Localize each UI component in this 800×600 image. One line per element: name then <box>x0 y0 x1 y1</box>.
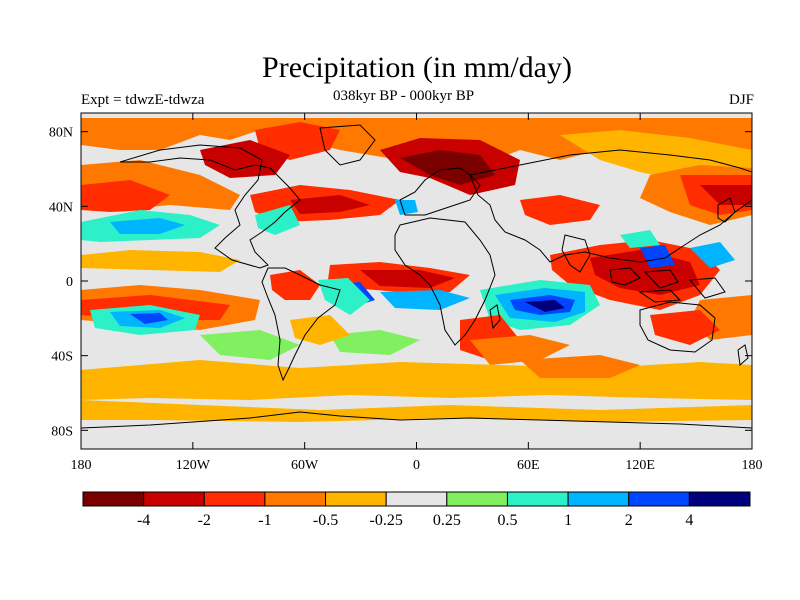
contour-orange <box>81 360 752 400</box>
latitude-axis: 80N 40N 0 40S 80S <box>49 126 752 439</box>
colorbar-label: 0.25 <box>433 512 461 529</box>
x-tick-label: 120W <box>176 458 211 473</box>
colorbar-label: -2 <box>198 512 211 529</box>
colorbar-label: 2 <box>625 512 633 529</box>
contour-cyan <box>620 230 660 248</box>
contour-navy <box>525 300 565 312</box>
contour-orange <box>81 250 240 272</box>
experiment-label: Expt = tdwzE-tdwza <box>81 92 205 108</box>
x-tick-label: 180 <box>71 458 92 473</box>
colorbar-swatch <box>385 491 448 507</box>
x-tick-label: 60W <box>291 458 319 473</box>
contour-dark-red <box>290 195 370 214</box>
y-tick-label: 40N <box>49 200 73 215</box>
contour-orange <box>290 315 350 345</box>
colorbar-swatch <box>688 491 751 507</box>
plot-title: Precipitation (in mm/day) <box>262 51 572 84</box>
contour-blue <box>640 245 675 268</box>
contour-red <box>81 180 170 212</box>
colorbar-label: 0.5 <box>497 512 517 529</box>
contour-red <box>270 270 320 300</box>
colorbar-swatch <box>506 491 569 507</box>
y-tick-label: 40S <box>51 350 73 365</box>
contour-blue <box>110 218 185 234</box>
y-tick-label: 80S <box>51 424 73 439</box>
contour-blue <box>380 290 470 310</box>
colorbar-swatch <box>143 491 205 507</box>
colorbar-label: -1 <box>258 512 271 529</box>
contour-navy <box>130 313 168 324</box>
colorbar-swatch <box>203 491 266 507</box>
x-tick-label: 0 <box>413 458 420 473</box>
colorbar-label: -4 <box>137 512 150 529</box>
colorbar-swatch <box>325 491 387 507</box>
coastlines <box>81 124 752 429</box>
contour-green <box>330 330 420 355</box>
contour-orange <box>470 335 570 365</box>
contour-blue <box>690 242 735 268</box>
y-tick-label: 80N <box>49 126 73 141</box>
colorbar-swatch <box>628 491 690 507</box>
colorbar-swatch <box>82 491 145 507</box>
colorbar-swatch <box>567 491 630 507</box>
x-tick-label: 120E <box>625 458 655 473</box>
y-tick-label: 0 <box>66 275 73 290</box>
colorbar-label: 1 <box>564 512 572 529</box>
season-label: DJF <box>728 92 754 108</box>
contour-green <box>200 330 300 360</box>
x-tick-label: 180 <box>742 458 763 473</box>
longitude-axis: 180 120W 60W 0 60E 120E 180 <box>71 113 763 473</box>
colorbar-label: -0.5 <box>313 512 338 529</box>
colorbar: -4 -2 -1 -0.5 -0.25 0.25 0.5 1 2 4 <box>82 491 751 529</box>
contour-red <box>520 195 600 225</box>
x-tick-label: 60E <box>517 458 540 473</box>
contour-red <box>650 310 720 345</box>
contour-orange <box>520 355 640 378</box>
time-period-label: 038kyr BP - 000kyr BP <box>333 88 475 104</box>
contour-red <box>200 140 290 178</box>
colorbar-swatch <box>446 491 508 507</box>
colorbar-swatch <box>264 491 327 507</box>
colorbar-label: -0.25 <box>370 512 403 529</box>
contour-dark-red <box>360 270 455 288</box>
contour-yellow <box>81 400 752 422</box>
colorbar-label: 4 <box>685 512 693 529</box>
contour-dark-red <box>700 185 752 205</box>
